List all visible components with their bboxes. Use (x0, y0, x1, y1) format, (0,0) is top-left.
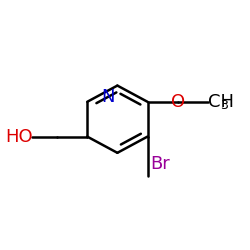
Text: CH: CH (208, 93, 234, 111)
Text: HO: HO (5, 128, 33, 146)
Text: N: N (102, 88, 115, 106)
Text: 3: 3 (220, 100, 228, 112)
Text: Br: Br (150, 154, 170, 172)
Text: O: O (170, 93, 185, 111)
